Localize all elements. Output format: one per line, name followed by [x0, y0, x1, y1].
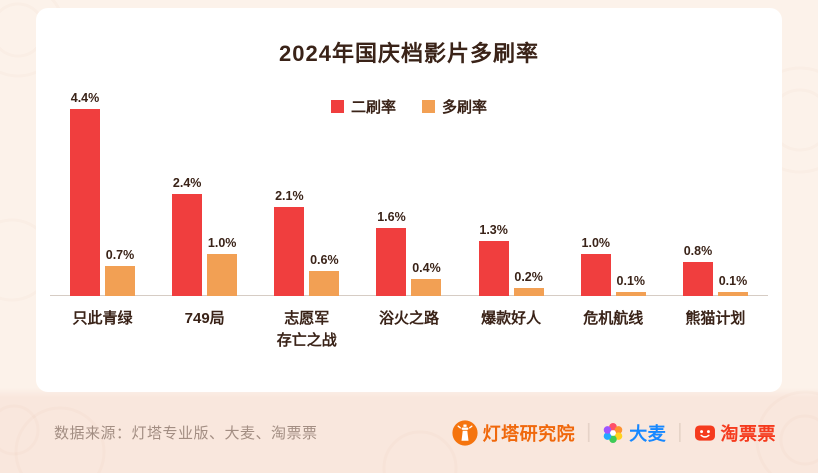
lighthouse-icon: [452, 419, 478, 446]
bar-chart: 4.4% 0.7% 只此青绿 2.4% 1.0% 749局 2.1% 0.6% 志愿军 存亡之战…: [36, 78, 782, 356]
brand-logos: 灯塔研究院 | 大麦 |: [452, 419, 777, 446]
bar-value-label: 1.0%: [581, 235, 611, 250]
logo-taopiaopiao: 淘票票: [694, 420, 777, 446]
category-label: 熊猫计划: [685, 310, 746, 327]
bar-多刷率: [717, 291, 748, 296]
bar-多刷率: [309, 270, 340, 296]
bar-value-label: 0.8%: [683, 244, 713, 258]
data-source-text: 数据来源：灯塔专业版、大麦、淘票票: [54, 425, 318, 442]
bar-groups: 4.4% 0.7% 只此青绿 2.4% 1.0% 749局 2.1% 0.6% 志愿军 存亡之战…: [70, 78, 748, 356]
bar-group: 2.4% 1.0% 749局: [172, 78, 238, 356]
taopiaopiao-ticket-icon: [694, 424, 715, 441]
chart-legend: 二刷率 多刷率: [36, 96, 782, 117]
logo-separator: |: [586, 421, 592, 443]
bar-多刷率: [615, 291, 646, 296]
bar-value-label: 4.4%: [70, 91, 100, 105]
x-axis-line: [50, 295, 768, 296]
bar-value-label: 0.2%: [514, 269, 543, 284]
legend-item-multi-watch: 多刷率: [422, 96, 487, 117]
bar-group: 0.8% 0.1% 熊猫计划: [682, 78, 748, 356]
legend-item-second-watch: 二刷率: [330, 96, 396, 117]
bar-value-label: 2.1%: [275, 188, 304, 203]
bar-多刷率: [513, 287, 544, 296]
bar-二刷率: [70, 109, 100, 296]
chart-title: 2024年国庆档影片多刷率: [279, 41, 539, 66]
bar-value-label: 2.4%: [172, 176, 202, 190]
damai-flower-icon: [604, 422, 623, 443]
bar-group: 1.3% 0.2% 爆款好人: [478, 78, 544, 356]
logo-taopiaopiao-label: 淘票票: [720, 423, 776, 444]
bar-value-label: 0.4%: [412, 261, 441, 275]
bar-二刷率: [172, 194, 203, 296]
bar-value-label: 0.6%: [310, 252, 339, 267]
legend-label: 多刷率: [442, 99, 488, 116]
bar-二刷率: [376, 228, 407, 296]
bar-value-label: 1.0%: [207, 235, 237, 250]
category-label: 爆款好人: [481, 310, 542, 327]
logo-damai-label: 大麦: [629, 423, 667, 444]
bar-value-label: 0.1%: [616, 273, 646, 288]
bar-二刷率: [478, 240, 509, 296]
category-label: 只此青绿: [72, 310, 133, 327]
category-label: 志愿军 存亡之战: [276, 310, 337, 349]
bar-group: 4.4% 0.7% 只此青绿: [70, 78, 135, 356]
bar-二刷率: [682, 262, 713, 296]
category-label: 749局: [184, 310, 225, 327]
footer: 数据来源：灯塔专业版、大麦、淘票票 灯塔研究院 |: [0, 392, 818, 473]
legend-label: 二刷率: [350, 99, 396, 116]
bar-二刷率: [274, 206, 305, 296]
logo-damai: 大麦: [602, 420, 666, 446]
bar-group: 1.0% 0.1% 危机航线: [580, 78, 646, 356]
bar-value-label: 1.3%: [479, 222, 508, 237]
bar-group: 2.1% 0.6% 志愿军 存亡之战: [274, 78, 340, 356]
chart-card: 2024年国庆档影片多刷率 二刷率 多刷率 4.4% 0.7% 只此青绿 2.4% 1.…: [36, 8, 782, 392]
bar-value-label: 1.6%: [377, 210, 406, 224]
logo-dengta-research: 灯塔研究院: [452, 419, 576, 446]
logo-separator: |: [677, 421, 683, 443]
legend-swatch-orange: [422, 100, 435, 113]
bar-多刷率: [105, 266, 135, 296]
category-label: 浴火之路: [378, 310, 439, 327]
bar-多刷率: [207, 253, 238, 296]
legend-swatch-red: [330, 100, 344, 113]
bar-value-label: 0.1%: [718, 273, 748, 288]
category-label: 危机航线: [583, 310, 644, 327]
bar-二刷率: [580, 253, 611, 296]
bar-group: 1.6% 0.4% 浴火之路: [376, 78, 442, 356]
bar-value-label: 0.7%: [105, 248, 135, 263]
bar-多刷率: [411, 279, 442, 296]
logo-dengta-label: 灯塔研究院: [482, 423, 576, 444]
